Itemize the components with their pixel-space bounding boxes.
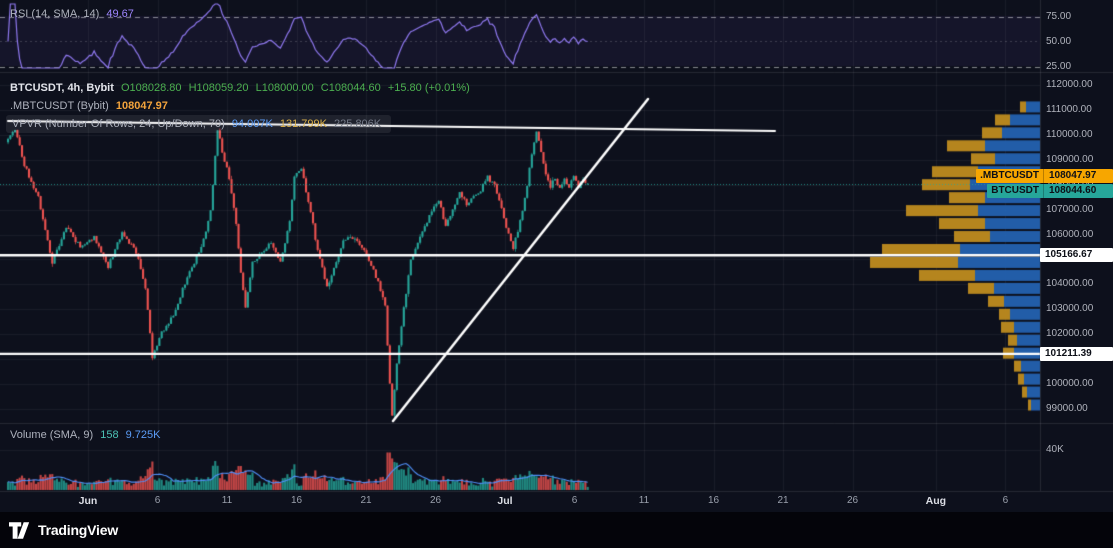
rsi-legend-value: 49.67 xyxy=(106,8,134,20)
btcusdt-price-tag[interactable]: BTCUSDT 108044.60 xyxy=(987,184,1113,199)
volume-axis-label: 40K xyxy=(1046,444,1064,455)
tradingview-logo[interactable] xyxy=(9,521,31,539)
rsi-legend[interactable]: RSI (14, SMA, 14) 49.67 xyxy=(10,7,138,21)
mbtc-tag-value: 108047.97 xyxy=(1049,170,1097,182)
ohlc-low: L108000.00 xyxy=(255,82,314,94)
vpvr-total-volume: 225.806K xyxy=(334,118,382,130)
price-axis-label: 106000.00 xyxy=(1046,228,1094,240)
symbol-title: BTCUSDT, 4h, Bybit xyxy=(10,82,114,94)
vpvr-up-volume: 94.007K xyxy=(231,118,273,130)
rsi-axis-label: 50.00 xyxy=(1046,35,1072,47)
price-axis-label: 104000.00 xyxy=(1046,278,1094,290)
volume-sma-value: 9.725K xyxy=(125,429,161,441)
time-axis-label: 21 xyxy=(360,495,372,506)
time-axis-label: 6 xyxy=(1002,495,1009,506)
rsi-legend-title: RSI (14, SMA, 14) xyxy=(10,8,100,20)
vpvr-down-volume: 131.799K xyxy=(279,118,327,130)
time-axis-label: 6 xyxy=(571,495,578,506)
symbol-legend[interactable]: BTCUSDT, 4h, Bybit O108028.80 H108059.20… xyxy=(10,81,474,95)
price-axis-label: 111000.00 xyxy=(1046,103,1092,115)
time-axis-label: Jun xyxy=(78,495,98,507)
mbtc-price-tag[interactable]: .MBTCUSDT 108047.97 xyxy=(976,169,1113,184)
time-axis-label: 26 xyxy=(846,495,859,506)
vpvr-legend[interactable]: VPVR (Number Of Rows, 24, Up/Down, 70) 9… xyxy=(6,115,392,133)
time-axis-label: 26 xyxy=(429,495,442,506)
level2-tag-value: 101211.39 xyxy=(1045,347,1092,359)
volume-legend-title: Volume (SMA, 9) xyxy=(10,429,94,441)
ohlc-close: C108044.60 xyxy=(320,82,381,94)
level2-price-tag[interactable]: 101211.39 xyxy=(1040,346,1113,361)
price-axis-label: 110000.00 xyxy=(1046,128,1093,140)
time-axis[interactable]: Jun 6 11 16 21 26 Jul 6 11 16 21 26 Aug 6 xyxy=(0,491,1040,512)
rsi-axis-label: 25.00 xyxy=(1046,60,1072,72)
price-axis-label: 103000.00 xyxy=(1046,303,1094,315)
price-axis-label: 100000.00 xyxy=(1046,378,1094,390)
brand-name[interactable]: TradingView xyxy=(38,522,119,538)
level1-price-tag[interactable]: 105166.67 xyxy=(1040,248,1113,263)
price-axis-label: 109000.00 xyxy=(1046,153,1094,165)
price-axis-label: 112000.00 xyxy=(1046,79,1093,90)
time-axis-label: Jul xyxy=(497,495,513,507)
chart-canvas[interactable] xyxy=(0,0,1113,512)
price-axis-label: 99000.00 xyxy=(1046,403,1088,414)
time-axis-label: 11 xyxy=(221,495,233,506)
mbtc-legend-title: .MBTCUSDT (Bybit) xyxy=(10,100,109,112)
price-change: +15.80 (+0.01%) xyxy=(387,82,470,94)
ohlc-high: H108059.20 xyxy=(188,82,249,94)
mbtc-tag-label: .MBTCUSDT xyxy=(976,169,1044,184)
level1-tag-value: 105166.67 xyxy=(1045,249,1093,261)
price-axis-label: 107000.00 xyxy=(1046,203,1094,215)
btcusdt-tag-value: 108044.60 xyxy=(1049,185,1097,197)
time-axis-label: 11 xyxy=(638,495,650,506)
ohlc-open: O108028.80 xyxy=(120,82,182,94)
price-axis[interactable]: 112000.00 111000.00 110000.00 109000.00 1080… xyxy=(1040,0,1113,491)
mbtc-legend-value: 108047.97 xyxy=(115,100,168,112)
btcusdt-tag-label: BTCUSDT xyxy=(987,184,1044,199)
time-axis-label: 6 xyxy=(154,495,161,506)
rsi-axis-label: 75.00 xyxy=(1046,10,1072,22)
volume-legend-value: 158 xyxy=(100,429,119,441)
time-axis-label: 16 xyxy=(707,495,720,506)
volume-legend[interactable]: Volume (SMA, 9) 158 9.725K xyxy=(10,428,165,442)
time-axis-label: Aug xyxy=(925,495,947,507)
price-axis-label: 102000.00 xyxy=(1046,328,1094,340)
vpvr-legend-title: VPVR (Number Of Rows, 24, Up/Down, 70) xyxy=(12,118,225,130)
time-axis-label: 16 xyxy=(290,495,303,506)
time-axis-label: 21 xyxy=(777,495,789,506)
mbtc-legend[interactable]: .MBTCUSDT (Bybit) 108047.97 xyxy=(10,99,172,113)
footer-bar: TradingView xyxy=(0,512,1113,548)
